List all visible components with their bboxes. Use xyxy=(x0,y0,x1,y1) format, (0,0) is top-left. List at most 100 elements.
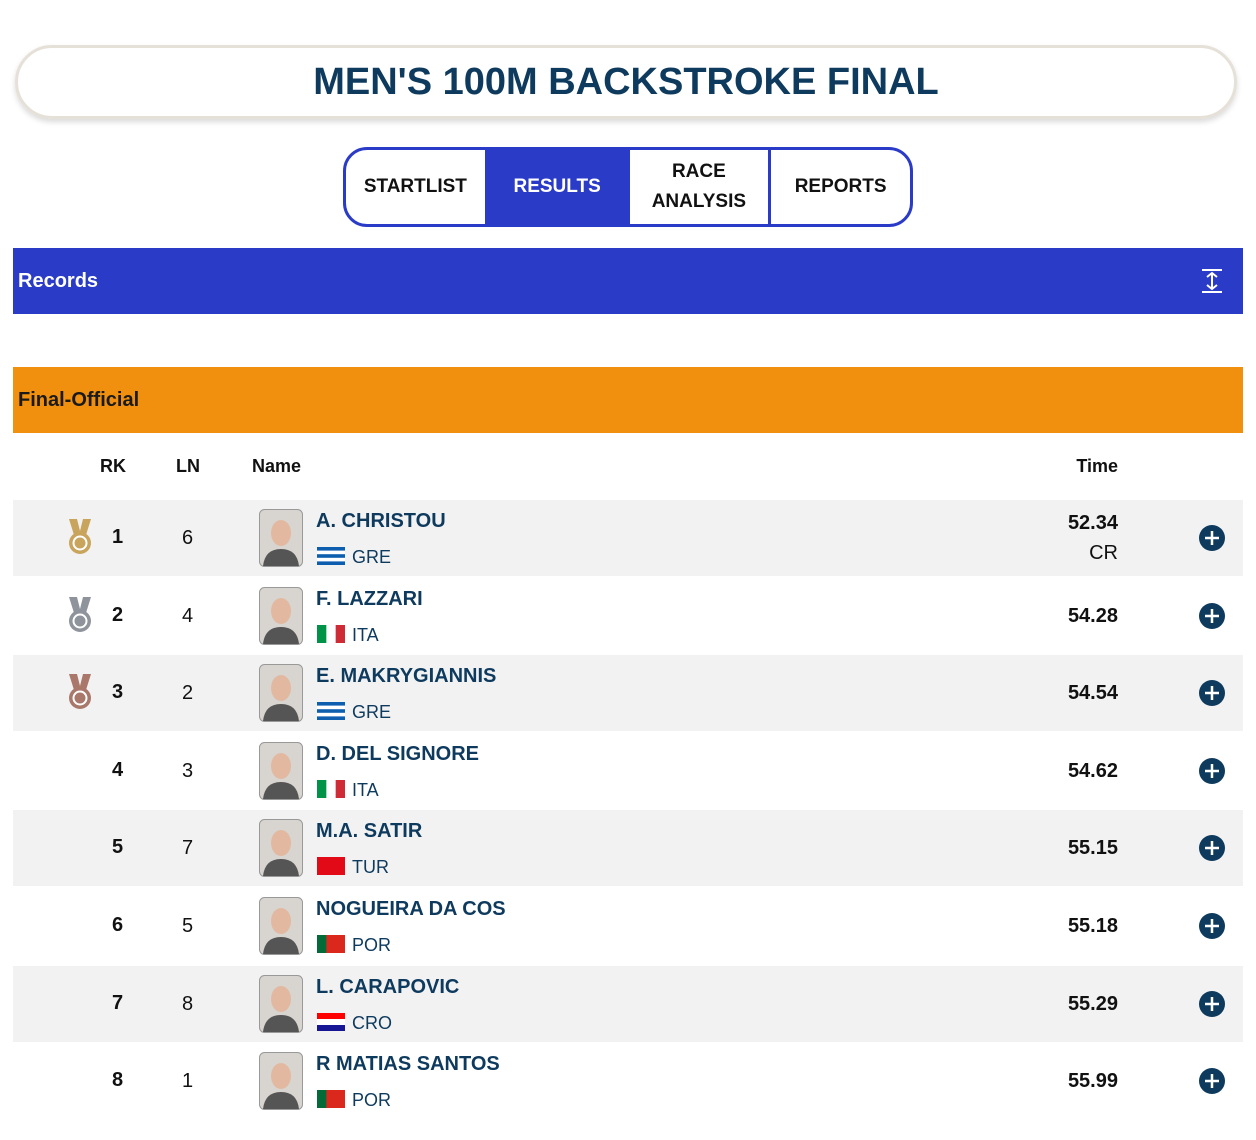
flag-stripe xyxy=(317,1024,345,1031)
flag-stripe xyxy=(317,935,327,953)
flag-stripe xyxy=(335,624,345,643)
result-row: 7 8 L. CARAPOVIC CRO 55.29 xyxy=(13,965,1243,1042)
flag-stripe xyxy=(317,557,345,562)
lane: 3 xyxy=(182,759,194,782)
result-row: 6 5 NOGUEIRA DA COS POR 55.18 xyxy=(13,888,1243,964)
lane: 8 xyxy=(182,992,194,1015)
result-row: 2 4 F. LAZZARI ITA 54.28 xyxy=(13,577,1243,654)
flag-stripe xyxy=(335,779,345,798)
medal-ribbon xyxy=(69,674,91,691)
flag-stripe xyxy=(326,779,337,798)
flag-stripe xyxy=(335,935,345,953)
button-plus xyxy=(1205,841,1219,856)
rank: 6 xyxy=(112,914,124,936)
col-header: LN xyxy=(176,456,200,476)
tab[interactable]: REPORTS xyxy=(768,150,910,224)
expand-button[interactable] xyxy=(1198,524,1226,552)
lane: 4 xyxy=(182,604,194,627)
flag-stripe xyxy=(317,1012,345,1020)
tab[interactable]: RACE ANALYSIS xyxy=(626,150,769,224)
rank: 3 xyxy=(112,681,124,704)
lane: 7 xyxy=(182,837,194,860)
phase: Final xyxy=(18,388,65,411)
flag-stripe xyxy=(317,702,345,707)
expand-button[interactable] xyxy=(1198,679,1226,707)
medal-disc xyxy=(69,532,91,554)
flag xyxy=(317,779,345,798)
col-header: Time xyxy=(1076,456,1118,476)
country: GRE xyxy=(352,702,392,723)
athlete-name: D. DEL SIGNORE xyxy=(316,742,479,765)
flag xyxy=(317,935,345,953)
expand-icon[interactable] xyxy=(1201,268,1223,294)
photo-body xyxy=(263,1014,299,1032)
athlete-name: F. LAZZARI xyxy=(316,587,423,610)
expand-button[interactable] xyxy=(1198,834,1226,862)
lane: 6 xyxy=(182,527,194,549)
photo-body xyxy=(263,626,299,644)
flag-stripe xyxy=(317,624,327,643)
medal-ribbon xyxy=(69,596,91,613)
athlete-photo xyxy=(259,664,303,723)
expand-button[interactable] xyxy=(1198,602,1226,630)
time: 55.99 xyxy=(1067,1070,1118,1093)
flag-stripe xyxy=(317,716,345,721)
rank: 5 xyxy=(112,836,124,859)
flag-stripe xyxy=(326,624,337,643)
athlete-photo xyxy=(259,509,303,567)
athlete-photo xyxy=(259,741,303,800)
lane: 5 xyxy=(182,915,194,937)
athlete-name: A. CHRISTOU xyxy=(316,510,446,532)
flag xyxy=(317,857,345,876)
button-plus xyxy=(1205,996,1219,1011)
flag-stripe xyxy=(326,935,337,953)
col-header: Name xyxy=(252,456,302,476)
time: 55.29 xyxy=(1067,992,1118,1015)
button-plus xyxy=(1205,608,1219,623)
athlete-name: M.A. SATIR xyxy=(316,820,423,843)
medal-disc xyxy=(69,687,91,710)
time: 54.28 xyxy=(1067,604,1118,627)
athlete-name: E. MAKRYGIANNIS xyxy=(316,665,497,688)
athlete-name: R MATIAS SANTOS xyxy=(316,1053,500,1076)
tab[interactable]: RESULTS xyxy=(484,150,627,224)
photo-body xyxy=(263,859,299,877)
photo-face xyxy=(271,1063,291,1090)
separator: - xyxy=(64,388,72,411)
flag xyxy=(317,1090,345,1109)
time: 54.54 xyxy=(1067,682,1118,705)
medal-inner xyxy=(72,690,88,706)
photo-body xyxy=(263,937,299,954)
expand-button[interactable] xyxy=(1198,1067,1226,1095)
result-row: 4 3 D. DEL SIGNORE ITA 54.62 xyxy=(13,732,1243,809)
result-row: 3 2 E. MAKRYGIANNIS GRE 54.54 xyxy=(13,655,1243,732)
medal-icon xyxy=(69,596,91,632)
flag-stripe xyxy=(317,857,345,876)
photo-face xyxy=(271,985,291,1012)
medal-inner xyxy=(72,535,88,551)
flag xyxy=(317,624,345,643)
records-bar[interactable]: Records xyxy=(13,248,1243,314)
time: 55.15 xyxy=(1067,837,1118,860)
time: 54.62 xyxy=(1067,759,1118,782)
photo-body xyxy=(263,704,299,722)
expand-button[interactable] xyxy=(1198,757,1226,785)
photo-face xyxy=(271,520,291,546)
athlete-photo xyxy=(259,974,303,1033)
athlete-photo xyxy=(259,1052,303,1111)
flag-stripe xyxy=(317,554,345,559)
tab[interactable]: STARTLIST xyxy=(363,176,467,197)
flag-stripe xyxy=(317,1018,345,1026)
expand-button[interactable] xyxy=(1198,912,1226,940)
page-title: MEN'S 100M BACKSTROKE FINAL xyxy=(15,45,1237,119)
rank: 2 xyxy=(112,603,124,626)
button-plus xyxy=(1205,686,1219,701)
medal-disc xyxy=(69,609,91,632)
photo-face xyxy=(271,597,291,624)
expand-button[interactable] xyxy=(1198,990,1226,1018)
flag-stripe xyxy=(317,779,327,798)
country: POR xyxy=(352,1090,392,1111)
country: CRO xyxy=(352,1012,392,1033)
flag-stripe xyxy=(317,1090,327,1109)
